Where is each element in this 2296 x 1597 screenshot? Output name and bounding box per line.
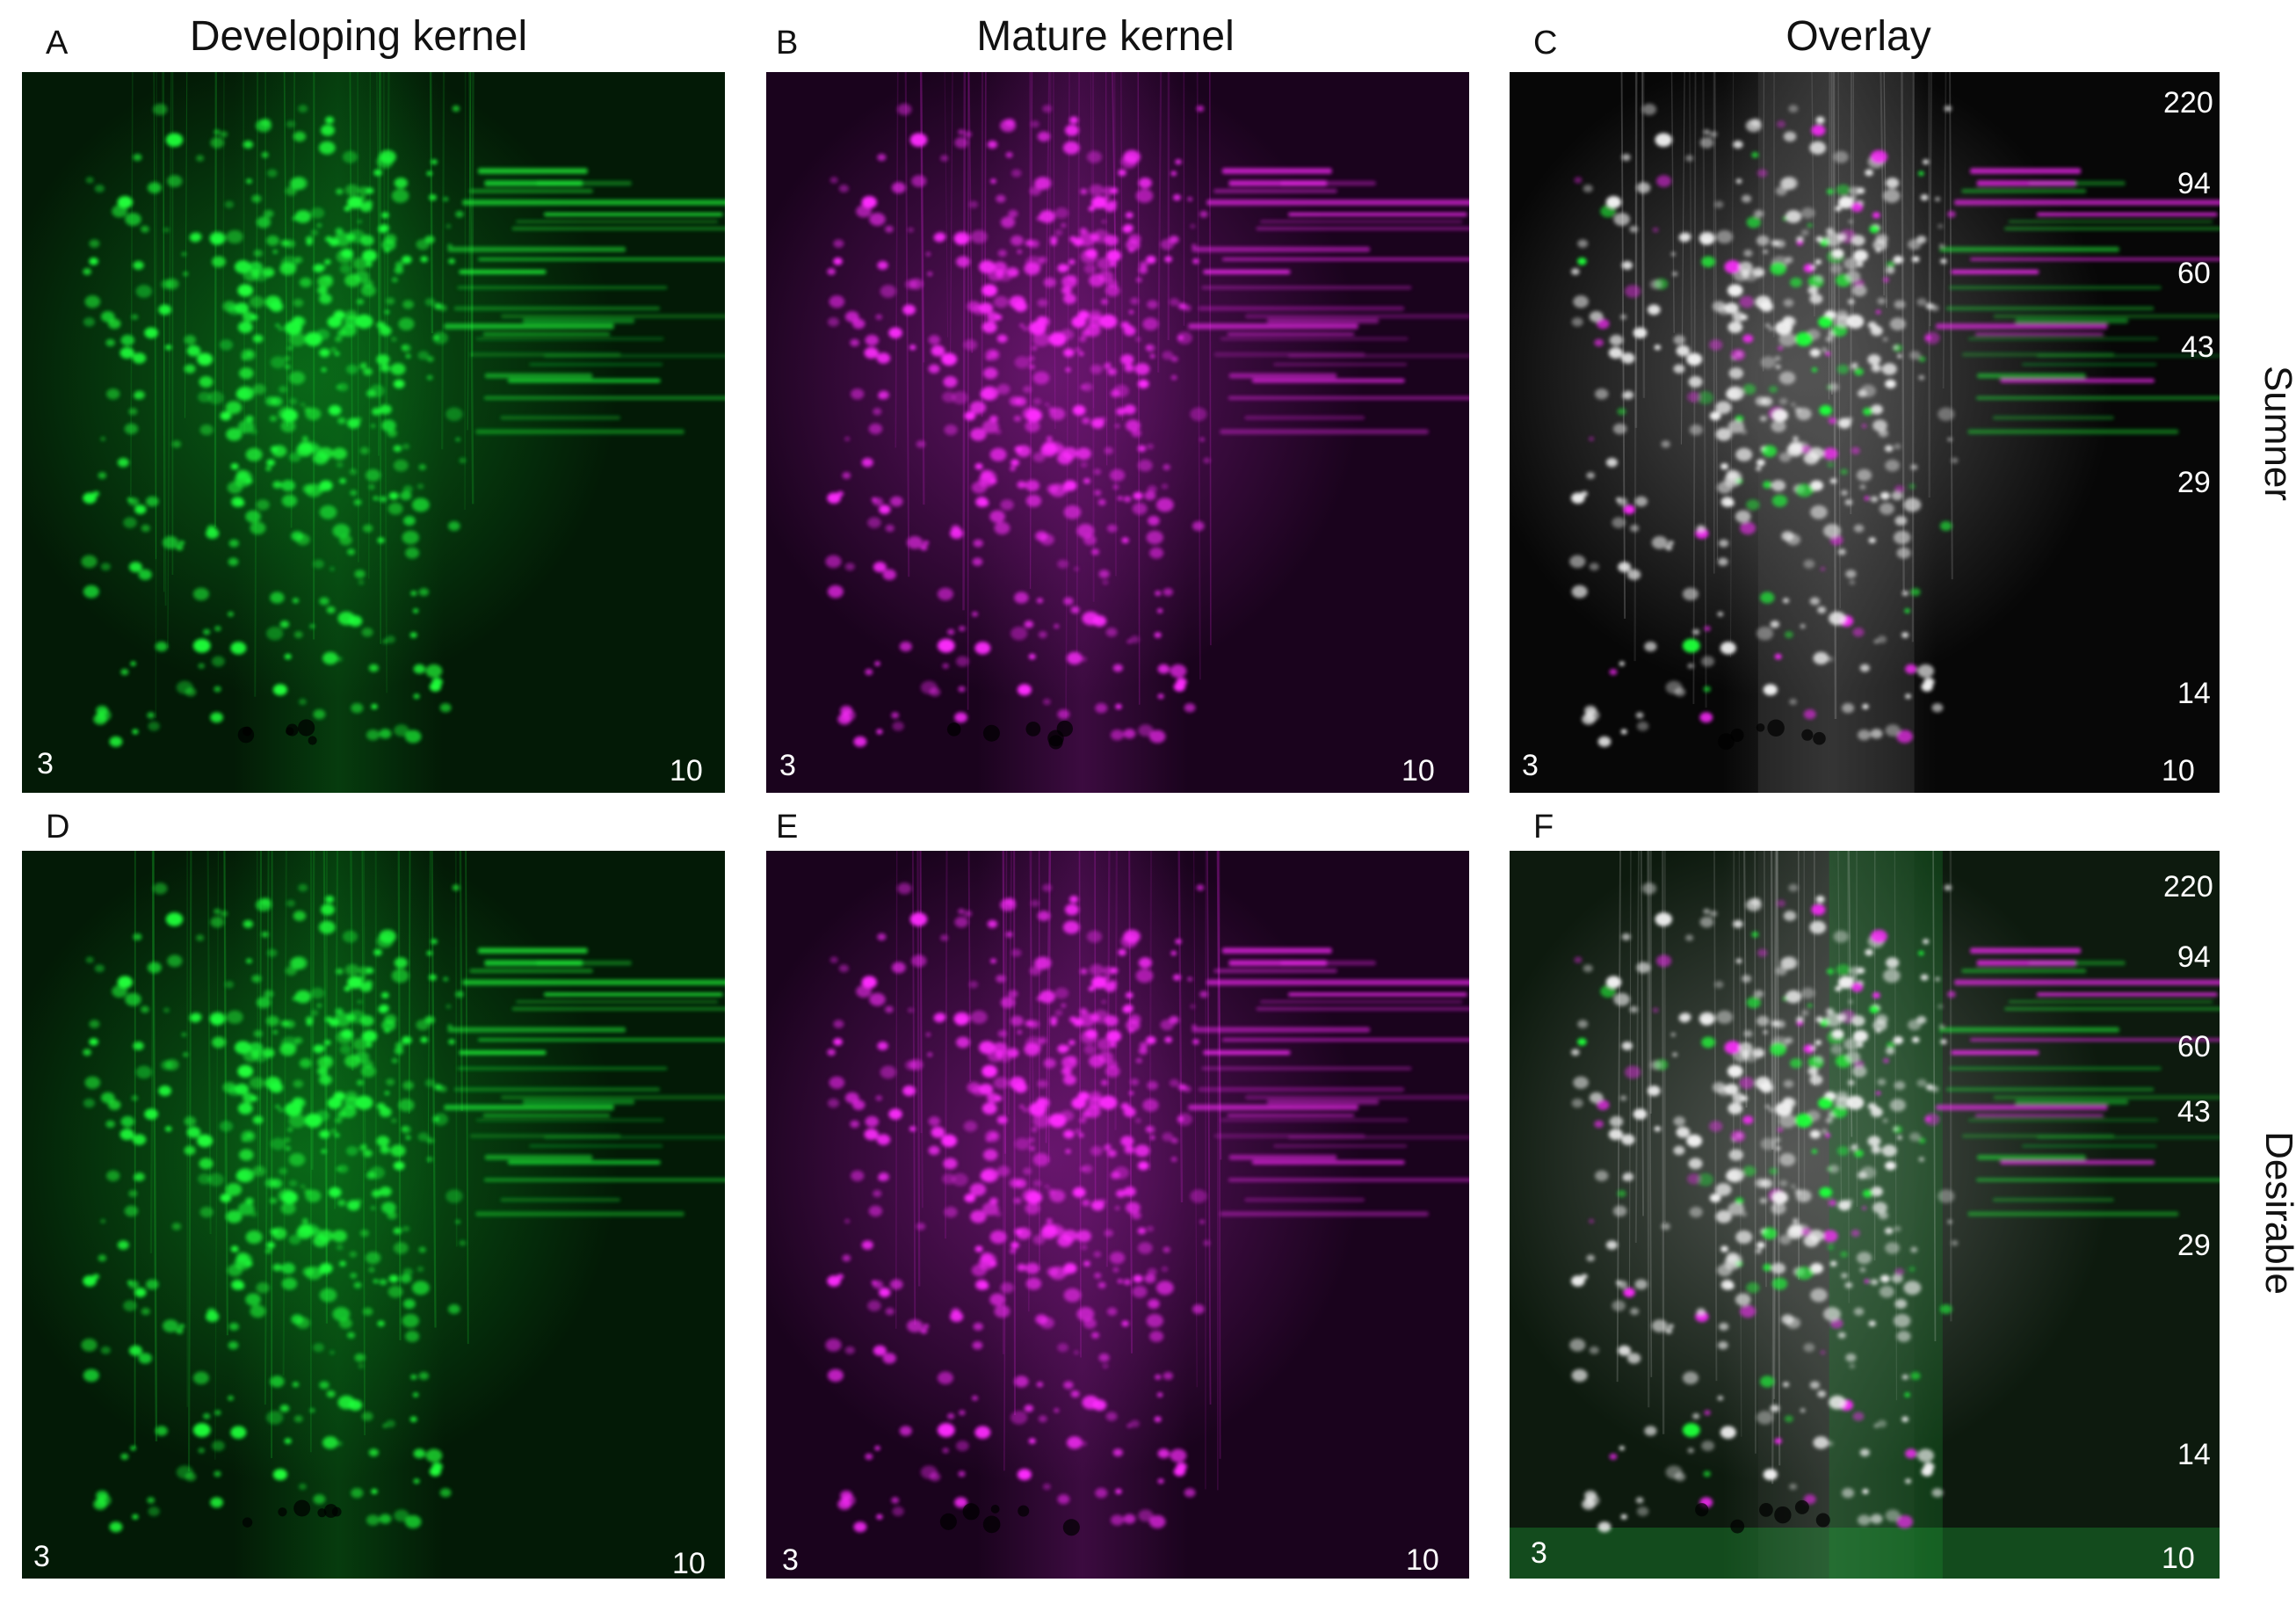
mw-marker-94-bottom: 94	[2177, 940, 2211, 974]
ph-label-right-e: 10	[1406, 1543, 1439, 1577]
ph-label-left-f: 3	[1531, 1536, 1547, 1570]
row-label-sumner: Sumner	[2256, 365, 2296, 502]
panel-letter-f: F	[1533, 809, 1554, 846]
mw-marker-29-bottom: 29	[2177, 1229, 2211, 1262]
gel-image	[1510, 72, 2220, 793]
ph-label-right-f: 10	[2162, 1542, 2195, 1575]
gel-image	[766, 851, 1469, 1579]
column-title-developing: Developing kernel	[189, 13, 528, 60]
gel-panel-a-developing-sumner	[22, 72, 725, 793]
gel-image	[1510, 851, 2220, 1579]
mw-marker-60-bottom: 60	[2177, 1030, 2211, 1063]
gel-image	[22, 72, 725, 793]
gel-panel-f-overlay-desirable	[1510, 851, 2220, 1579]
panel-letter-e: E	[776, 809, 799, 846]
mw-marker-60-top: 60	[2177, 257, 2211, 290]
mw-marker-43-bottom: 43	[2177, 1095, 2211, 1129]
column-title-mature: Mature kernel	[976, 13, 1235, 60]
mw-marker-220-top: 220	[2163, 86, 2213, 120]
panel-letter-d: D	[46, 809, 70, 846]
ph-label-left-c: 3	[1522, 749, 1539, 782]
ph-label-left-a: 3	[37, 747, 54, 780]
mw-marker-94-top: 94	[2177, 167, 2211, 200]
ph-label-left-d: 3	[33, 1540, 50, 1573]
ph-label-right-b: 10	[1402, 754, 1435, 788]
gel-panel-e-mature-desirable	[766, 851, 1469, 1579]
panel-letter-c: C	[1533, 25, 1558, 62]
row-label-desirable: Desirable	[2257, 1131, 2296, 1295]
panel-letter-b: B	[776, 25, 799, 62]
mw-marker-220-bottom: 220	[2163, 870, 2213, 904]
gel-image	[22, 851, 725, 1579]
gel-panel-c-overlay-sumner	[1510, 72, 2220, 793]
ph-label-right-d: 10	[672, 1547, 706, 1580]
mw-marker-29-top: 29	[2177, 466, 2211, 499]
gel-panel-d-developing-desirable	[22, 851, 725, 1579]
ph-label-right-c: 10	[2162, 754, 2195, 788]
gel-panel-b-mature-sumner	[766, 72, 1469, 793]
gel-image	[766, 72, 1469, 793]
mw-marker-14-bottom: 14	[2177, 1438, 2211, 1471]
ph-label-right-a: 10	[670, 754, 703, 788]
mw-marker-14-top: 14	[2177, 677, 2211, 710]
panel-letter-a: A	[46, 25, 69, 62]
column-title-overlay: Overlay	[1785, 13, 1931, 60]
ph-label-left-e: 3	[782, 1543, 799, 1577]
mw-marker-43-top: 43	[2181, 330, 2214, 364]
ph-label-left-b: 3	[779, 749, 796, 782]
